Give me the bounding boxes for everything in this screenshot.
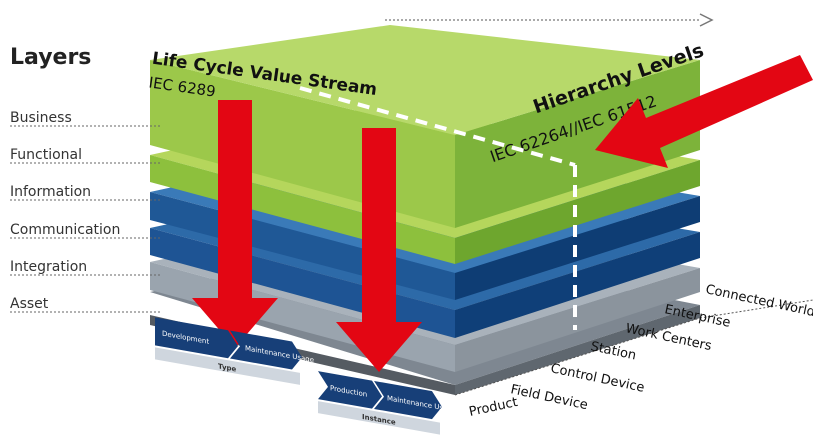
red-arrows [192, 55, 813, 372]
red-arrow-hierarchy [595, 55, 813, 168]
business-slab-top [150, 25, 700, 135]
red-arrow-development [192, 100, 278, 348]
instance-chevron-group: Production Maintenance Usage Instance [318, 371, 456, 435]
asset-slab-right [455, 305, 700, 395]
layer-label-integration: Integration [10, 259, 87, 275]
hierarchy-level-station: Station [589, 339, 637, 363]
information-slab-right [455, 196, 700, 300]
hierarchy-level-control-device: Control Device [549, 361, 646, 396]
integration-slab-right [455, 268, 700, 372]
communication-slab-right [455, 232, 700, 338]
hierarchy-axis [385, 19, 813, 396]
layer-label-asset: Asset [10, 296, 49, 312]
white-dashed-lines [299, 86, 577, 330]
functional-slab-right [455, 160, 700, 264]
hierarchy-axis-arrowhead [699, 13, 714, 27]
chevron-maintenance-usage-type [230, 330, 302, 370]
type-label-bar [155, 347, 300, 385]
chevron-production [318, 371, 382, 409]
instance-label-bar [318, 401, 440, 435]
layers-title: Layers [10, 45, 91, 70]
layer-leader-lines [10, 125, 160, 313]
chevron-development [155, 317, 238, 359]
red-arrow-production [336, 128, 422, 372]
layer-label-information: Information [10, 184, 91, 200]
hierarchy-level-field-device: Field Device [509, 382, 589, 413]
layer-label-communication: Communication [10, 222, 120, 238]
hierarchy-level-product: Product [468, 395, 519, 420]
layer-label-functional: Functional [10, 147, 82, 163]
chevron-maintenance-usage-instance [374, 380, 442, 420]
layer-label-business: Business [10, 110, 72, 126]
type-label: Type [218, 361, 236, 373]
